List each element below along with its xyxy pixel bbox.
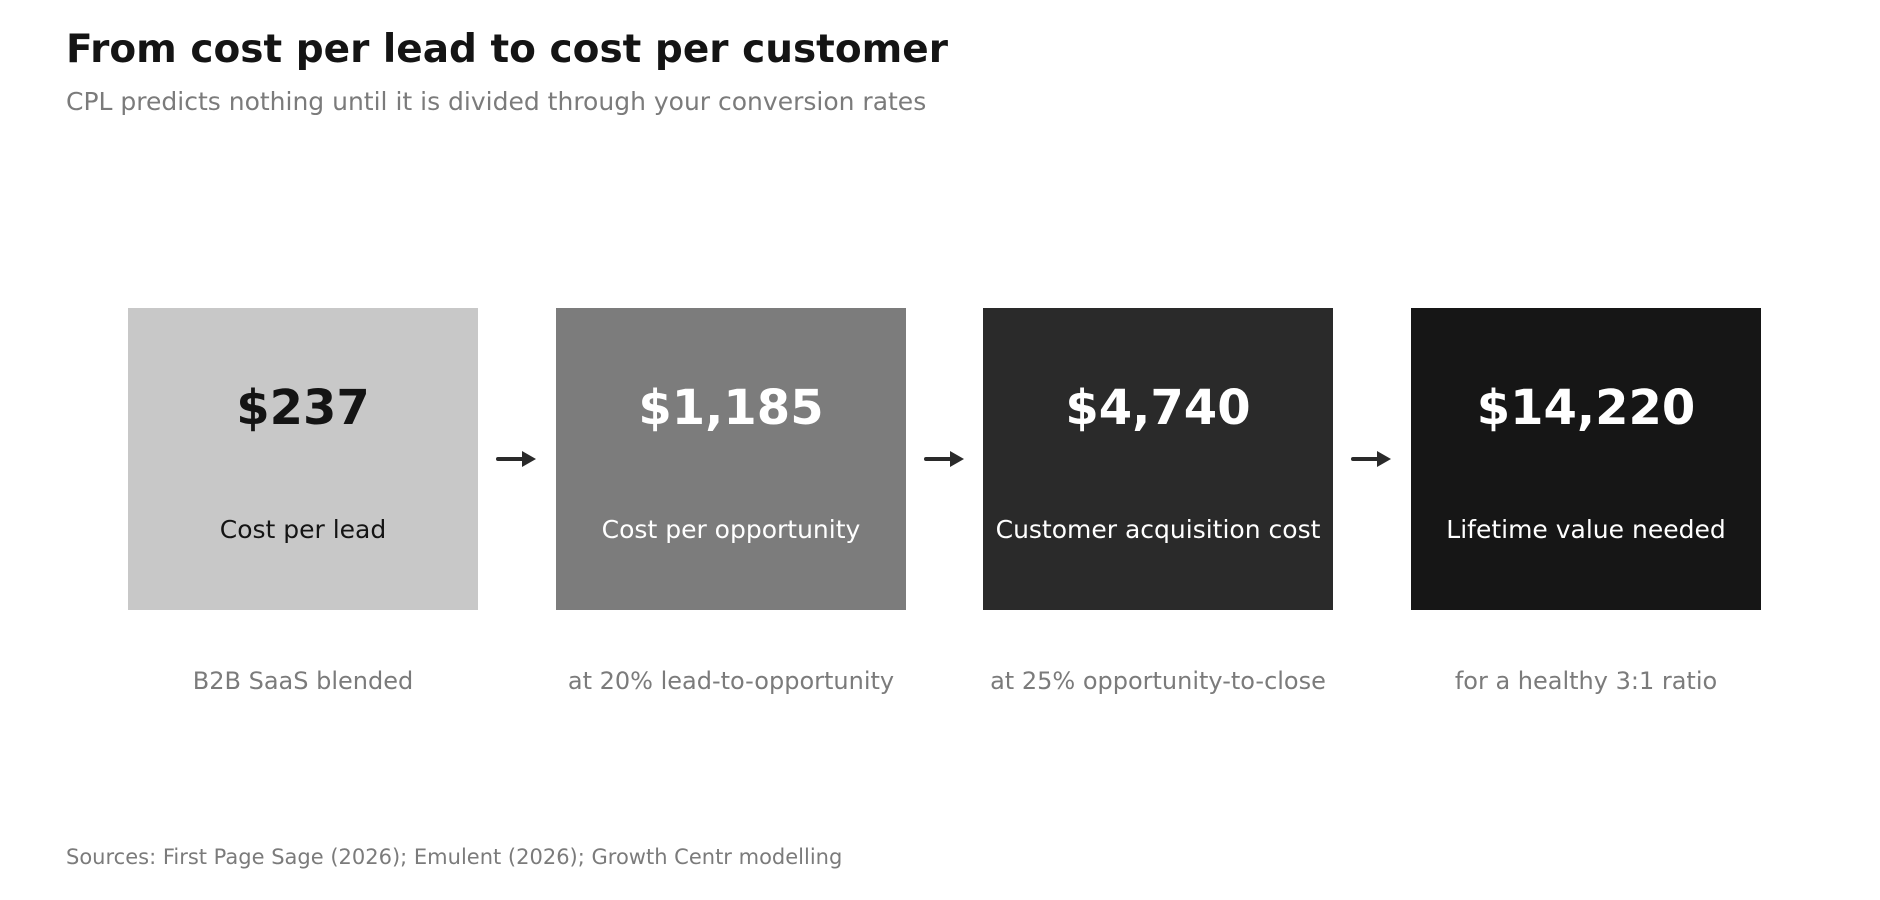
step-value: $237 bbox=[236, 380, 370, 436]
step-caption: B2B SaaS blended bbox=[192, 667, 414, 695]
page-title: From cost per lead to cost per customer bbox=[66, 27, 948, 72]
step-caption: at 20% lead-to-opportunity bbox=[567, 667, 895, 695]
arrow-right-icon bbox=[496, 451, 536, 467]
page-subtitle: CPL predicts nothing until it is divided… bbox=[66, 87, 927, 116]
step-box-cost-per-lead: $237 Cost per lead bbox=[128, 308, 478, 610]
step-label: Cost per lead bbox=[219, 515, 387, 544]
step-value: $4,740 bbox=[1065, 380, 1251, 436]
step-value: $1,185 bbox=[638, 380, 824, 436]
step-caption: at 25% opportunity-to-close bbox=[990, 667, 1326, 695]
step-label: Cost per opportunity bbox=[601, 515, 861, 544]
step-box-cost-per-opportunity: $1,185 Cost per opportunity bbox=[556, 308, 906, 610]
step-value: $14,220 bbox=[1476, 380, 1696, 436]
step-caption: for a healthy 3:1 ratio bbox=[1454, 667, 1718, 695]
step-label: Lifetime value needed bbox=[1446, 515, 1726, 544]
step-box-customer-acquisition-cost: $4,740 Customer acquisition cost bbox=[983, 308, 1333, 610]
arrow-right-icon bbox=[924, 451, 964, 467]
source-note: Sources: First Page Sage (2026); Emulent… bbox=[66, 845, 843, 869]
step-label: Customer acquisition cost bbox=[995, 515, 1321, 544]
step-box-lifetime-value-needed: $14,220 Lifetime value needed bbox=[1411, 308, 1761, 610]
arrow-right-icon bbox=[1351, 451, 1391, 467]
